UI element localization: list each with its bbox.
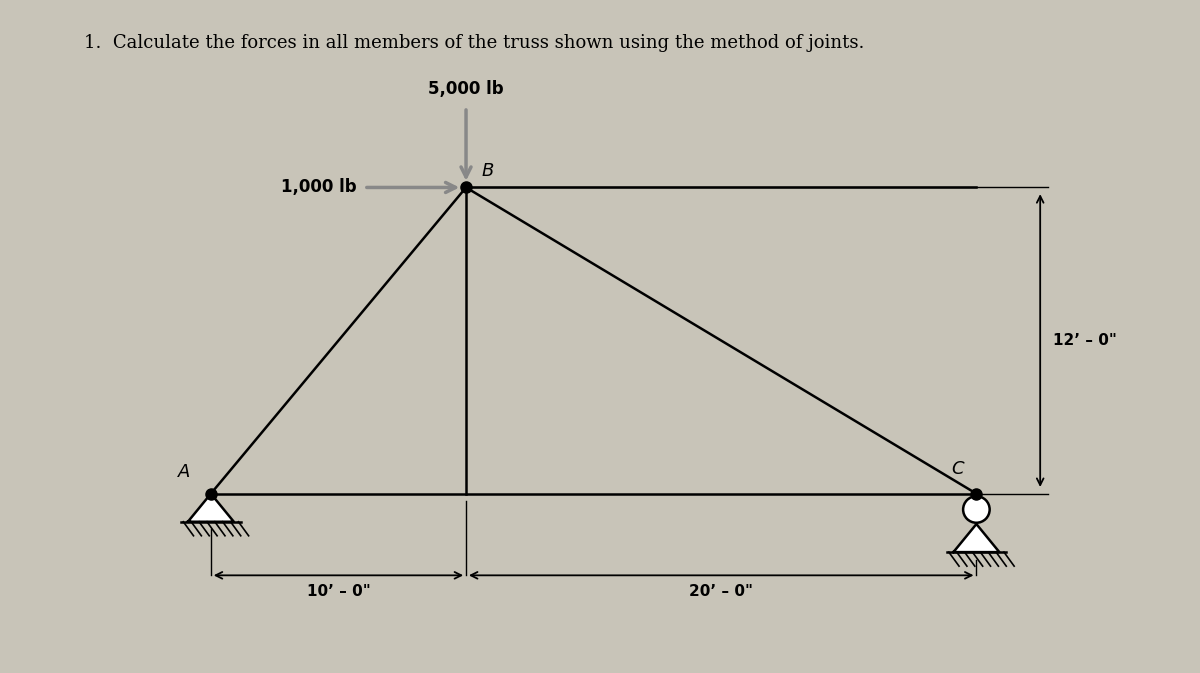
Polygon shape <box>954 524 1000 552</box>
Text: B: B <box>481 162 493 180</box>
Text: C: C <box>952 460 964 479</box>
Polygon shape <box>188 494 234 522</box>
Circle shape <box>964 496 990 523</box>
Text: 12’ – 0": 12’ – 0" <box>1052 333 1117 348</box>
Text: 5,000 lb: 5,000 lb <box>428 80 504 98</box>
Text: A: A <box>178 463 191 481</box>
Text: 20’ – 0": 20’ – 0" <box>689 583 754 599</box>
Text: 1.  Calculate the forces in all members of the truss shown using the method of j: 1. Calculate the forces in all members o… <box>84 34 864 52</box>
Text: 10’ – 0": 10’ – 0" <box>306 583 371 599</box>
Text: 1,000 lb: 1,000 lb <box>281 178 356 197</box>
